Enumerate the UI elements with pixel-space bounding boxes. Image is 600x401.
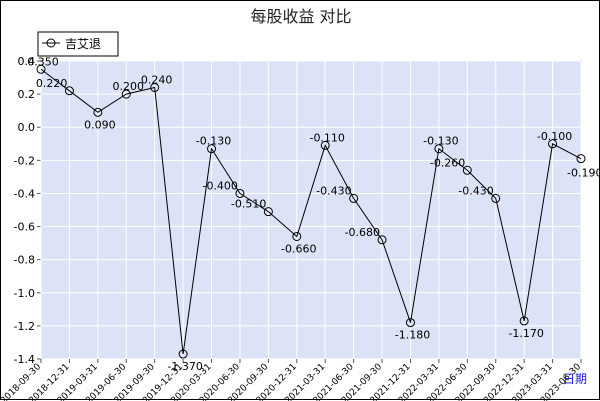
plot-area [40, 60, 582, 360]
y-tick-label: -1.4 [14, 353, 35, 366]
data-point [519, 316, 529, 326]
legend-marker [46, 38, 56, 48]
data-point [121, 89, 131, 99]
legend-label: 吉艾退 [65, 37, 101, 51]
data-label: -0.660 [281, 242, 316, 255]
data-label: 0.240 [141, 73, 173, 86]
data-label: -0.100 [537, 130, 572, 143]
data-point [292, 231, 302, 241]
data-label: -0.680 [345, 226, 380, 239]
data-label: -0.110 [309, 131, 344, 144]
data-point [320, 140, 330, 150]
y-tick-label: -1.0 [14, 287, 35, 300]
y-tick-label: 0.2 [18, 88, 36, 101]
data-label: 0.220 [36, 77, 68, 90]
data-label: -0.260 [430, 156, 465, 169]
data-label: -0.190 [567, 167, 600, 180]
data-point [36, 64, 46, 74]
data-point [377, 235, 387, 245]
data-point [405, 318, 415, 328]
data-label: -0.130 [196, 135, 231, 148]
data-point [548, 139, 558, 149]
data-label: -1.170 [508, 327, 543, 340]
y-tick-label: -1.2 [14, 320, 35, 333]
data-point [235, 188, 245, 198]
data-label: -1.180 [395, 329, 430, 342]
y-tick-label: -0.4 [14, 187, 35, 200]
data-label: -0.430 [458, 184, 493, 197]
data-point [491, 193, 501, 203]
series-line [40, 68, 582, 355]
data-label: 0.090 [84, 118, 116, 131]
data-point [576, 154, 586, 164]
y-tick-label: 0.4 [18, 55, 36, 68]
data-label: 0.350 [27, 55, 59, 68]
data-point [178, 349, 188, 359]
data-point [349, 193, 359, 203]
data-point [263, 207, 273, 217]
data-point [462, 165, 472, 175]
data-label: 0.200 [113, 80, 145, 93]
data-label: -0.130 [423, 135, 458, 148]
data-label: -0.430 [316, 184, 351, 197]
data-point [207, 144, 217, 154]
data-point [93, 107, 103, 117]
data-point [150, 82, 160, 92]
data-label: -0.510 [231, 198, 266, 211]
legend-box [37, 31, 119, 57]
y-tick-label: -0.8 [14, 254, 35, 267]
y-tick-label: -0.6 [14, 221, 35, 234]
legend: 吉艾退 [37, 31, 119, 57]
chart-title: 每股收益 对比 [250, 7, 351, 26]
data-point [434, 144, 444, 154]
y-tick-label: 0.0 [18, 121, 36, 134]
y-tick-label: -0.2 [14, 154, 35, 167]
data-label: -1.370 [167, 360, 202, 373]
data-point [64, 86, 74, 96]
x-axis-unit-label: 日期 [563, 372, 587, 386]
data-label: -0.400 [202, 179, 237, 192]
